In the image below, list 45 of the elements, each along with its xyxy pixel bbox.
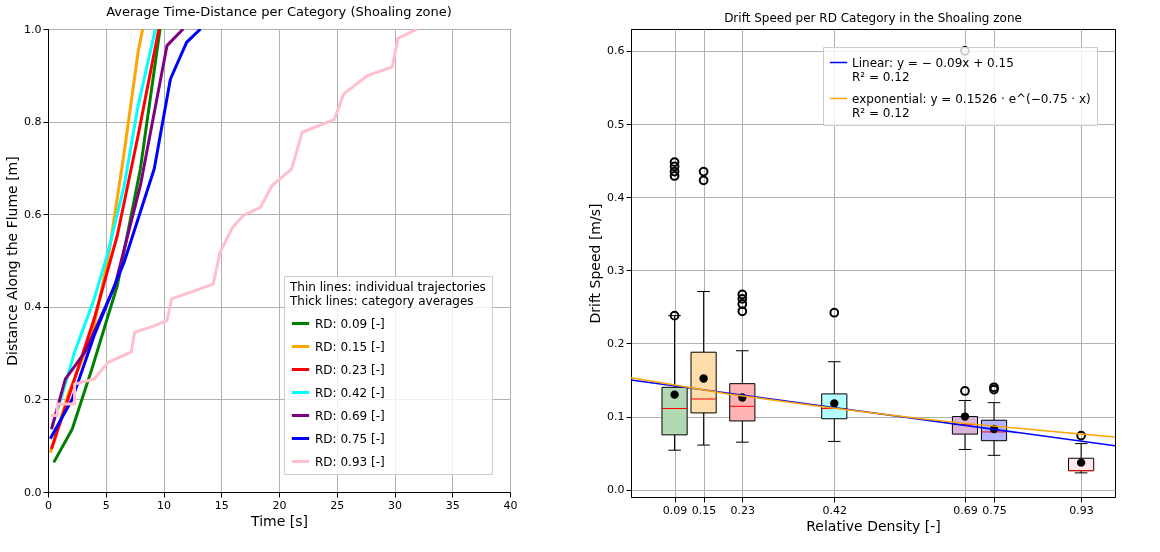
legend-label: RD: 0.75 [-] [315,431,385,446]
y-tick-label: 1.0 [24,22,42,36]
x-tick-label: 0.15 [691,503,717,517]
x-axis-title: Relative Density [-] [806,517,941,534]
x-tick-label: 5 [102,498,110,512]
x-tick-label: 40 [503,498,518,512]
chart-title: Drift Speed per RD Category in the Shoaling zone [724,11,1022,25]
y-axis-title: Distance Along the Flume [m] [4,156,21,366]
legend-title: Thin lines: individual trajectories Thick lines: category averages [289,280,486,308]
legend-label: RD: 0.23 [-] [315,362,385,377]
x-tick-label: 25 [330,498,345,512]
legend-label: RD: 0.93 [-] [315,454,385,469]
y-tick-label: 0.1 [607,410,625,424]
y-tick-label: 0.8 [24,115,42,129]
x-tick-label: 0 [45,498,52,512]
y-tick-label: 0.6 [607,44,625,58]
legend-label: Linear: y = − 0.09x + 0.15 R² = 0.12 [852,55,1014,84]
x-tick-label: 0.42 [822,503,848,517]
y-tick-label: 0.6 [24,207,42,221]
legend-label: RD: 0.15 [-] [315,339,385,354]
x-tick-label: 15 [214,498,229,512]
y-tick-label: 0.2 [607,336,625,350]
x-tick-label: 0.93 [1069,503,1094,517]
legend-label: RD: 0.69 [-] [315,408,385,423]
y-axis-title: Drift Speed [m/s] [587,203,604,324]
x-tick-label: 0.23 [730,503,756,517]
legend-label: exponential: y = 0.1526 · e^(−0.75 · x) R² = 0.12 [852,91,1091,120]
legend-label: RD: 0.42 [-] [315,385,385,400]
y-tick-label: 0.4 [24,300,42,314]
legend-label: RD: 0.09 [-] [315,316,385,331]
x-tick-label: 0.75 [982,503,1007,517]
y-tick-label: 0.2 [24,392,42,406]
x-tick-label: 10 [157,498,171,512]
x-tick-label: 30 [388,498,402,512]
x-axis-title: Time [s] [250,512,308,529]
chart-title: Average Time-Distance per Category (Shoaling zone) [106,4,452,19]
y-tick-label: 0.3 [607,263,625,277]
x-tick-label: 0.09 [662,503,688,517]
x-tick-label: 35 [445,498,460,512]
y-tick-label: 0.4 [607,190,625,204]
x-tick-label: 0.69 [953,503,978,517]
y-tick-label: 0.5 [607,117,625,131]
x-tick-label: 20 [272,498,287,512]
y-tick-label: 0.0 [607,483,625,497]
y-tick-label: 0.0 [24,485,42,499]
